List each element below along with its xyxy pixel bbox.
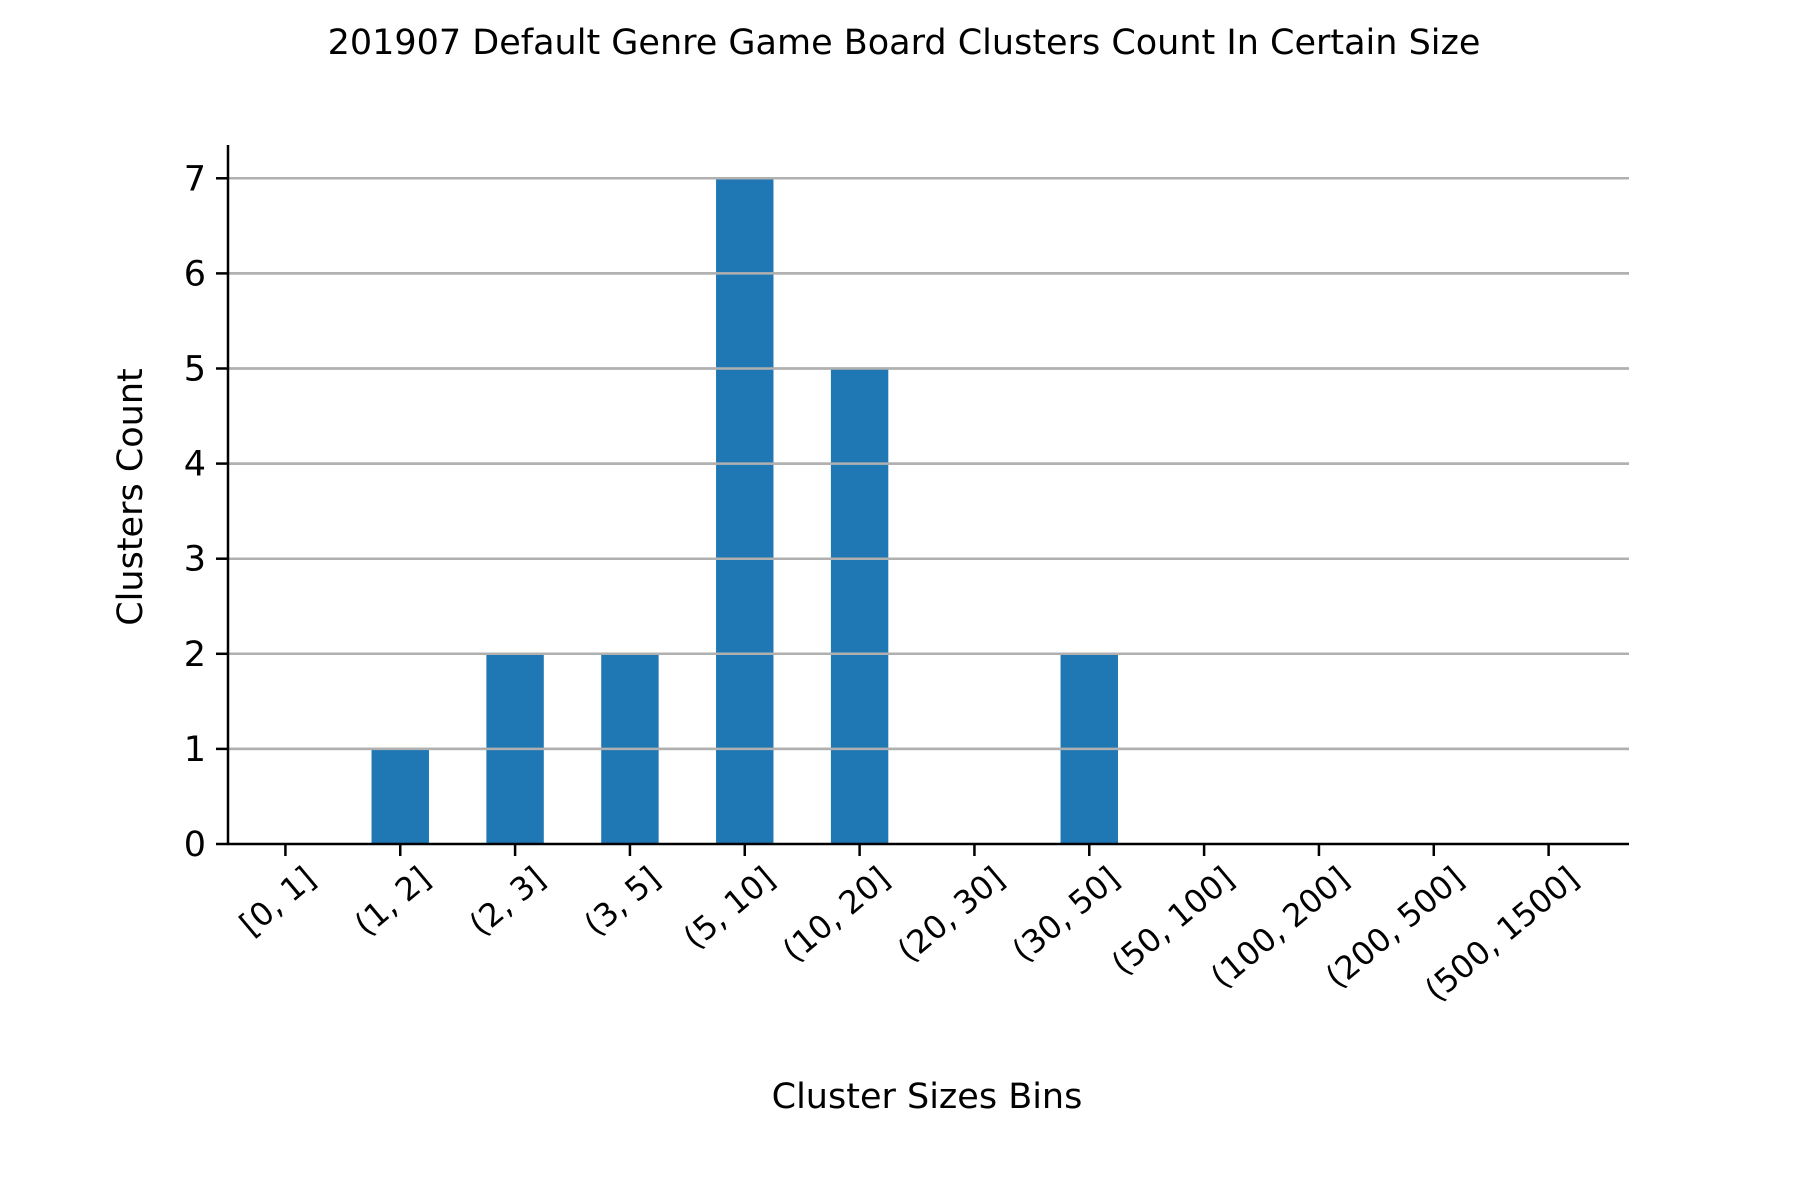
axes [226,145,1629,846]
x-tick-label: [0, 1] [232,859,322,943]
bars [228,177,1629,845]
x-axis-ticks: [0, 1] (1, 2] (2, 3] (3, 5] (5, 10](10, 20](… [232,844,1586,1009]
x-tick-label: (3, 5] [577,859,667,943]
x-tick-label: (5, 10] [676,859,782,956]
y-tick-label: 7 [184,159,206,199]
x-tick-label: (2, 3] [462,859,552,943]
x-tick-label: (20, 30] [890,859,1012,970]
bar [716,178,774,845]
y-tick-label: 3 [184,540,206,580]
y-tick-label: 1 [184,730,206,770]
y-axis-label: Clusters Count [111,368,151,626]
x-axis-label: Cluster Sizes Bins [772,1077,1083,1117]
bar [371,748,429,844]
bar [830,368,889,844]
x-tick-label: (1, 2] [347,859,437,943]
chart-title: 201907 Default Genre Game Board Clusters… [328,23,1481,63]
x-tick-label: (10, 20] [775,859,897,970]
y-tick-label: 5 [184,349,206,389]
y-axis-ticks: 0 1 2 3 4 5 6 7 [184,159,228,865]
y-tick-label: 0 [184,825,206,865]
y-tick-label: 2 [184,635,206,675]
y-tick-label: 6 [184,254,206,294]
y-tick-label: 4 [184,445,206,485]
